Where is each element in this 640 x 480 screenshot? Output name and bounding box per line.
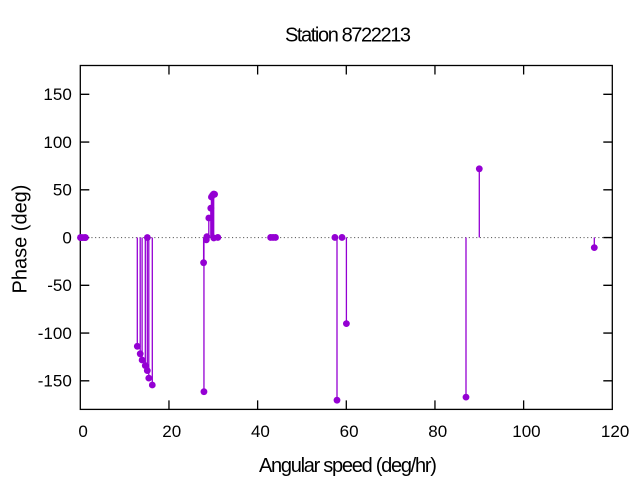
- svg-text:20: 20: [162, 422, 181, 441]
- svg-text:Angular speed (deg/hr): Angular speed (deg/hr): [259, 455, 436, 477]
- svg-text:-150: -150: [38, 372, 72, 391]
- svg-text:Phase (deg): Phase (deg): [10, 185, 32, 294]
- svg-text:-50: -50: [47, 276, 72, 295]
- svg-text:60: 60: [340, 422, 359, 441]
- svg-text:40: 40: [251, 422, 270, 441]
- svg-text:100: 100: [512, 422, 540, 441]
- svg-text:120: 120: [601, 422, 629, 441]
- svg-text:0: 0: [62, 228, 71, 247]
- svg-text:Station 8722213: Station 8722213: [285, 24, 411, 46]
- svg-text:0: 0: [78, 422, 87, 441]
- svg-text:150: 150: [43, 85, 71, 104]
- svg-text:80: 80: [428, 422, 447, 441]
- svg-text:50: 50: [53, 181, 72, 200]
- svg-text:100: 100: [43, 133, 71, 152]
- svg-text:-100: -100: [38, 324, 72, 343]
